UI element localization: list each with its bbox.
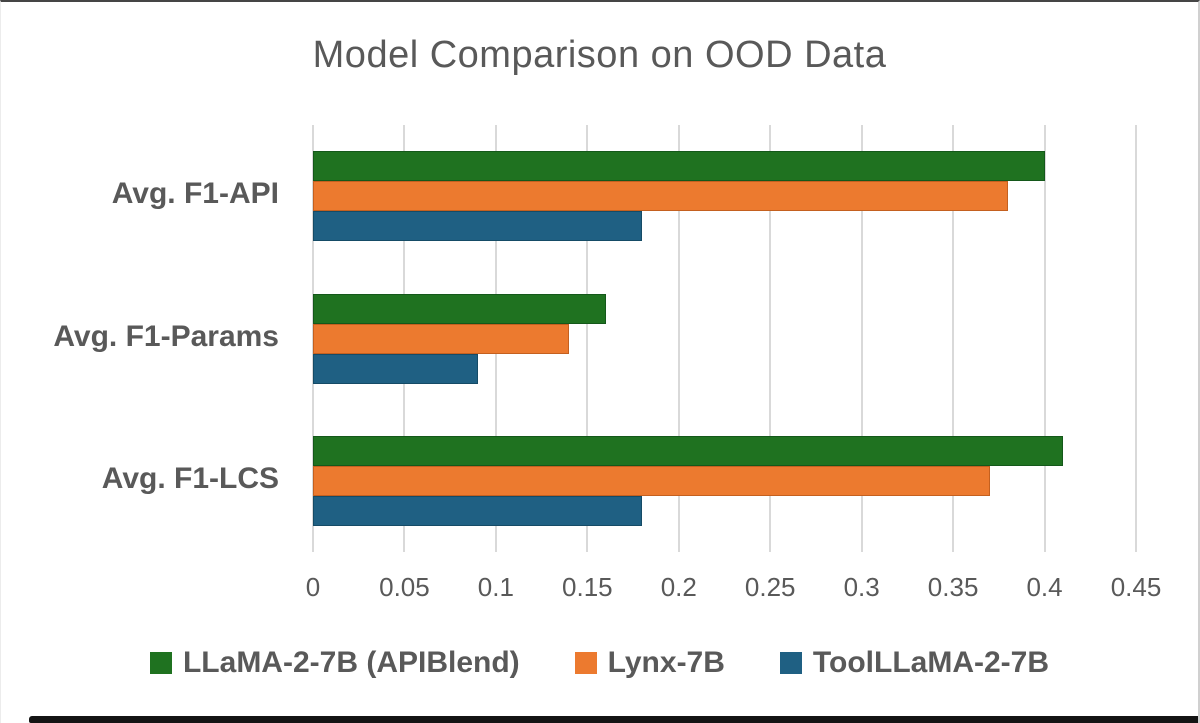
legend-swatch [574,652,597,674]
legend: LLaMA-2-7B (APIBlend) Lynx-7B ToolLLaMA-2-… [1,646,1198,680]
x-tick-label: 0.3 [843,572,880,602]
bar [313,323,570,354]
chart-title: Model Comparison on OOD Data [312,34,887,76]
x-tick-label: 0.2 [660,572,697,602]
x-tick-label: 0.15 [562,572,613,602]
gridline [677,125,680,552]
bar [313,465,990,496]
x-tick-label: 0.45 [1110,572,1162,602]
gridline [952,125,955,552]
bar [313,495,643,526]
legend-label: ToolLLaMA-2-7B [812,646,1049,679]
gridline [1043,125,1046,552]
bar [313,435,1063,466]
legend-label: LLaMA-2-7B (APIBlend) [182,646,520,679]
bar [313,151,1045,182]
x-tick-label: 0.4 [1026,572,1063,602]
bar [313,353,478,384]
bar [313,181,1008,212]
category-label: Avg. F1-API [111,177,279,211]
gridline [769,125,772,552]
bar [313,211,643,242]
x-tick-label: 0.05 [379,572,430,602]
legend-label: Lynx-7B [607,646,725,679]
legend-swatch [149,652,172,674]
legend-item: LLaMA-2-7B (APIBlend) [149,646,520,680]
x-tick-label: 0 [305,572,321,602]
gridline [860,125,863,552]
legend-item: Lynx-7B [574,646,725,680]
bottom-edge-bar [29,716,1198,723]
category-label: Avg. F1-LCS [101,461,279,495]
x-tick-label: 0.25 [744,572,796,602]
x-tick-label: 0.35 [927,572,979,602]
legend-item: ToolLLaMA-2-7B [779,646,1049,680]
gridline [586,125,589,552]
bar [313,293,606,324]
category-label: Avg. F1-Params [53,319,279,353]
x-tick-label: 0.1 [477,572,514,602]
legend-swatch [779,652,802,674]
gridline [1135,125,1137,552]
